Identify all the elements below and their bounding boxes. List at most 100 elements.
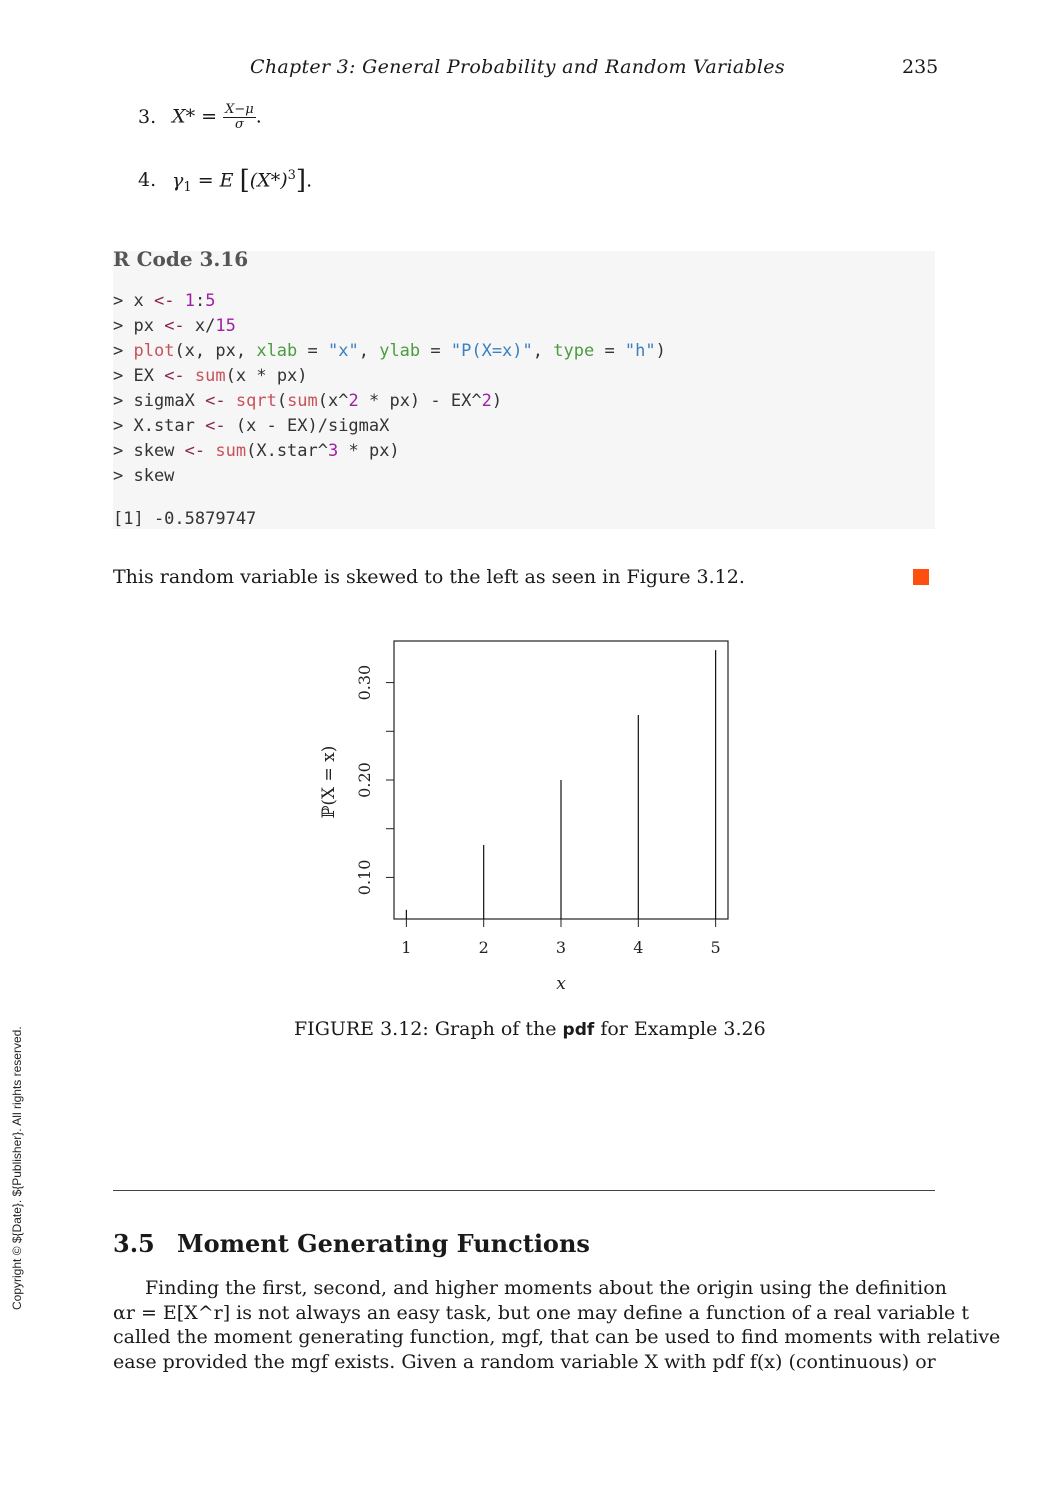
code-token: "h" [624, 341, 656, 361]
code-token: > x [113, 291, 154, 311]
formula-inner: (X*) [249, 169, 288, 192]
figure-caption: FIGURE 3.12: Graph of the pdf for Exampl… [294, 1018, 766, 1040]
body-line: ease provided the mgf exists. Given a ra… [113, 1350, 936, 1373]
code-token: 5 [205, 291, 216, 311]
caption-suffix: for Example 3.26 [594, 1018, 766, 1040]
code-block [113, 251, 935, 529]
code-token: <- [205, 391, 226, 411]
code-token: ylab [379, 341, 421, 361]
page-number: 235 [902, 56, 939, 78]
code-token: ) [655, 341, 666, 361]
code-token: 2 [481, 391, 492, 411]
x-tick-label: 2 [479, 938, 489, 957]
code-token: <- [184, 441, 206, 461]
running-header: Chapter 3: General Probability and Rando… [250, 56, 785, 78]
code-token: <- [164, 316, 185, 336]
code-token: > skew [113, 441, 185, 461]
section-title: Moment Generating Functions [177, 1229, 590, 1258]
gamma-symbol: γ [172, 169, 184, 192]
x-tick-label: 3 [556, 938, 566, 957]
code-token: 1 [184, 291, 195, 311]
code-token: (X.star^ [246, 441, 328, 461]
code-token: , [532, 341, 554, 361]
gamma-subscript: 1 [183, 180, 192, 196]
caption-keyword: pdf [562, 1020, 595, 1040]
code-token: "P(X=x)" [450, 341, 533, 361]
code-token [174, 291, 184, 311]
code-token: = [297, 341, 328, 361]
code-line: > sigmaX <- sqrt(sum(x^2 * px) - EX^2) [113, 389, 666, 414]
code-token: (x, px, [174, 341, 257, 361]
code-token: (x * px) [225, 366, 308, 386]
formula-mid: = E [191, 169, 234, 192]
right-bracket: ] [295, 165, 307, 196]
x-tick-label: 5 [711, 938, 721, 957]
formula-lhs: X* = [172, 105, 218, 128]
code-token [185, 366, 195, 386]
code-token [226, 391, 236, 411]
code-line: > EX <- sum(x * px) [113, 364, 666, 389]
copyright-notice: Copyright © ${Date}. ${Publisher}. All r… [10, 1026, 24, 1310]
code-line: > plot(x, px, xlab = "x", ylab = "P(X=x)… [113, 339, 666, 364]
y-axis-label: ℙ(X = x) [319, 746, 339, 819]
code-token: type [553, 341, 595, 361]
end-of-example-square [913, 569, 929, 585]
x-tick-label: 4 [633, 938, 643, 957]
code-token: sum [194, 366, 226, 386]
code-token: 2 [348, 391, 359, 411]
pdf-chart: 1 2 3 4 5 0.10 0.20 0.30 x ℙ(X = x) [319, 640, 729, 994]
code-token: "x" [328, 341, 359, 361]
item-number: 3. [138, 105, 157, 128]
code-token: (x^ [317, 391, 349, 411]
code-token: xlab [256, 341, 298, 361]
y-tick-label: 0.20 [355, 762, 374, 798]
code-token: > sigmaX [113, 391, 206, 411]
code-token: 15 [215, 316, 236, 336]
code-line: > px <- x/15 [113, 314, 666, 339]
code-output: [1] -0.5879747 [113, 509, 257, 529]
body-paragraph: Finding the first, second, and higher mo… [113, 1276, 1001, 1374]
body-line: called the moment generating function, m… [113, 1326, 1001, 1348]
code-token: x/ [184, 316, 216, 336]
code-token: ) [491, 391, 503, 411]
item-number: 4. [138, 169, 157, 192]
formula-tail: . [255, 105, 262, 128]
code-token: sum [215, 441, 247, 461]
code-line: > skew [113, 464, 666, 489]
code-line: > skew <- sum(X.star^3 * px) [113, 439, 666, 464]
code-token: (x - EX)/sigmaX [225, 416, 390, 436]
fraction-denominator: σ [234, 117, 244, 132]
body-line: αr = E[X^r] is not always an easy task, … [113, 1301, 969, 1324]
code-token: > EX [113, 366, 165, 386]
paragraph: This random variable is skewed to the le… [113, 566, 745, 588]
fraction-numerator: X−μ [223, 102, 256, 118]
code-title: R Code 3.16 [113, 247, 249, 271]
section-heading: 3.5 Moment Generating Functions [113, 1229, 590, 1258]
code-token [205, 441, 215, 461]
code-token: sum [287, 391, 318, 411]
formula-tail: . [306, 169, 313, 192]
code-token: <- [153, 291, 175, 311]
code-line: > X.star <- (x - EX)/sigmaX [113, 414, 666, 439]
section-number: 3.5 [113, 1229, 155, 1258]
formula-superscript: 3 [287, 168, 296, 183]
code-token: <- [164, 366, 185, 386]
horizontal-rule [113, 1190, 935, 1191]
code-token: : [194, 291, 206, 311]
code-token: ( [276, 391, 288, 411]
formula-item-3: 3. X* = X−μ σ . [138, 103, 262, 132]
code-token: plot [133, 341, 175, 361]
code-token: > skew [113, 466, 175, 486]
code-token: > px [113, 316, 165, 336]
code-token: 3 [328, 441, 339, 461]
code-token: = [594, 341, 625, 361]
y-tick-label: 0.30 [355, 665, 374, 701]
x-axis-label: x [556, 974, 566, 994]
caption-prefix: FIGURE 3.12: Graph of the [294, 1018, 563, 1040]
code-token: * px) - EX^ [358, 391, 482, 411]
code-line: > x <- 1:5 [113, 289, 666, 314]
code-token: = [420, 341, 451, 361]
fraction: X−μ σ [223, 103, 256, 132]
formula-item-4: 4. γ1 = E [(X*)3]. [138, 165, 313, 196]
code-token: sqrt [235, 391, 277, 411]
